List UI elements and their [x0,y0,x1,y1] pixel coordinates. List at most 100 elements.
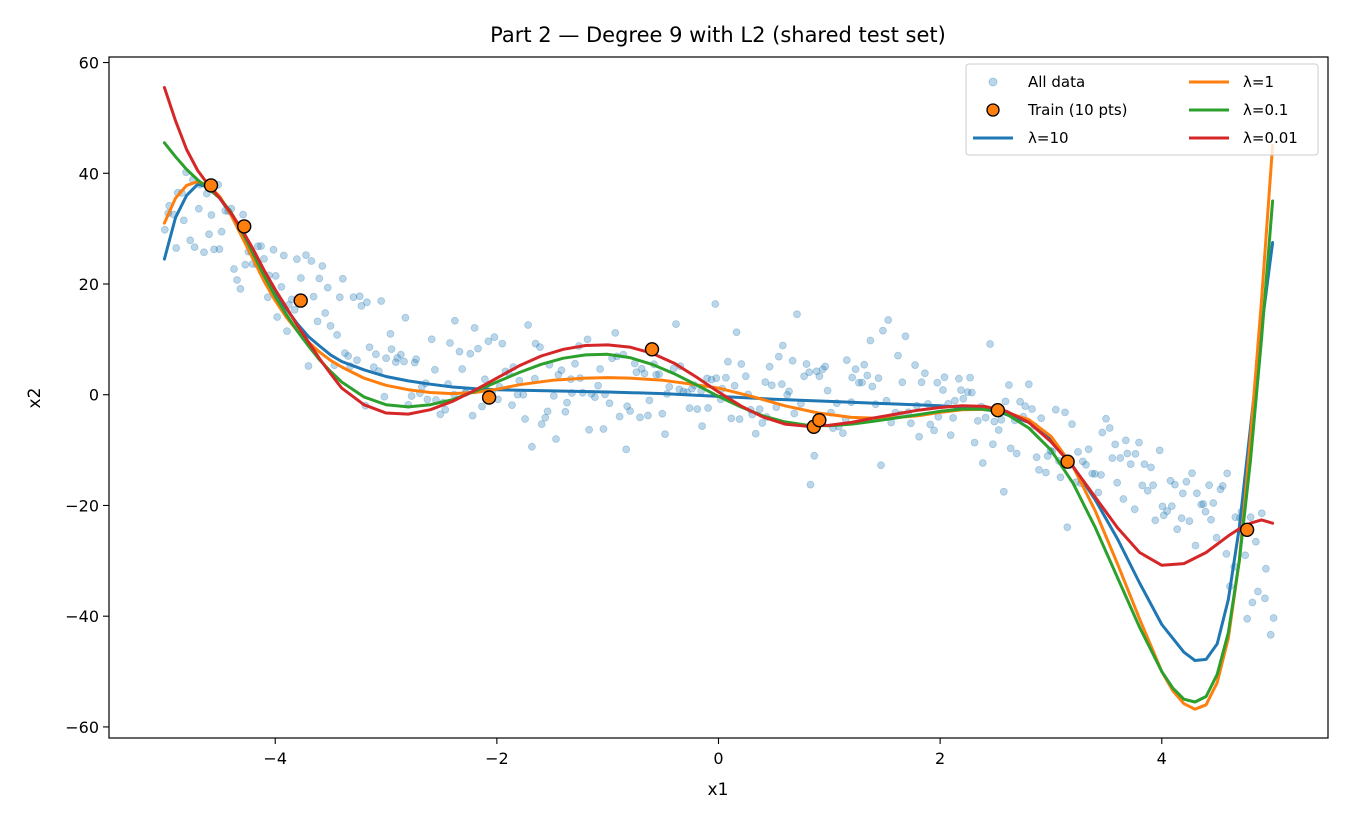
data-point [939,386,947,394]
data-point [1191,541,1200,550]
train-point [1239,522,1255,537]
chart-title: Part 2 — Degree 9 with L2 (shared test s… [490,23,946,47]
data-point [1043,452,1052,460]
data-point [1097,470,1105,479]
data-point [296,274,305,282]
data-point [793,310,801,319]
data-point [640,369,649,378]
legend-label-lambda-0.01: λ=0.01 [1243,129,1298,147]
data-point [326,321,335,330]
data-point [675,385,684,394]
data-point [926,420,935,429]
data-point [672,320,680,329]
legend-entry-lambda-10: λ=10 [973,129,1069,147]
data-point [622,445,631,454]
data-point [1222,550,1231,558]
data-point [563,398,571,407]
y-tick-label: −20 [65,496,99,515]
data-point [761,378,770,387]
data-point [241,260,250,269]
data-point [458,365,467,373]
data-point [1037,414,1046,423]
train-point [481,390,497,405]
data-point [644,411,652,420]
data-point [1151,516,1160,525]
data-point [1138,481,1147,490]
train-point [293,293,308,308]
data-point [1223,469,1232,478]
legend-frame [965,63,1319,156]
data-point [357,301,366,310]
x-tick-label: 0 [713,749,723,768]
data-point [338,274,347,283]
data-point [377,297,386,305]
data-point [986,340,994,348]
data-point [410,358,419,367]
data-point [1078,457,1087,466]
data-point [1197,500,1206,509]
data-point [1108,454,1117,463]
data-point [921,369,929,378]
data-point [190,243,199,252]
legend-entry-lambda-0.01: λ=0.01 [1189,129,1298,147]
data-point [498,339,507,348]
data-point [812,367,821,376]
data-point [999,487,1008,496]
data-point [1207,515,1215,524]
data-point [712,374,721,383]
train-point [990,403,1005,418]
data-point [997,415,1006,424]
data-point [1084,445,1093,454]
data-point [810,451,819,460]
data-point [340,349,349,358]
data-point [981,413,990,422]
data-point [1126,460,1135,469]
data-point [480,375,489,384]
data-point [380,392,389,401]
data-point [1063,523,1072,532]
data-point [966,373,974,382]
data-point [946,431,955,440]
data-point [1113,478,1122,487]
data-point [722,373,730,382]
data-point [323,283,332,292]
data-point [583,335,592,344]
data-point [693,405,702,414]
data-point [1182,477,1191,486]
data-point [951,396,959,405]
data-point [446,339,454,347]
data-point [1193,489,1201,498]
data-point [599,425,608,433]
data-point [391,358,400,367]
data-point [1032,453,1041,462]
x-tick-label: 2 [935,749,945,768]
data-point [541,413,550,422]
data-point [815,372,824,381]
data-point [1269,614,1278,622]
train-point [1060,454,1075,469]
data-point [1074,447,1082,456]
data-point [858,378,866,387]
data-point [1119,495,1128,503]
data-point [466,349,475,358]
data-point [1006,444,1015,453]
data-point [1143,486,1152,495]
data-point [949,413,957,422]
data-point [1231,513,1240,522]
legend-entry-lambda-1: λ=1 [1189,73,1274,91]
data-point [215,245,224,254]
data-point [528,442,536,451]
data-point [777,380,786,389]
data-point [260,254,268,263]
data-point [727,414,736,423]
data-point [321,309,330,317]
data-point [707,375,716,384]
train-point [644,342,660,357]
data-point [543,407,552,416]
data-point [933,378,942,387]
data-point [1158,502,1167,511]
data-point [450,316,459,325]
data-point [1042,468,1050,477]
data-point [521,415,529,423]
data-point [160,225,169,234]
